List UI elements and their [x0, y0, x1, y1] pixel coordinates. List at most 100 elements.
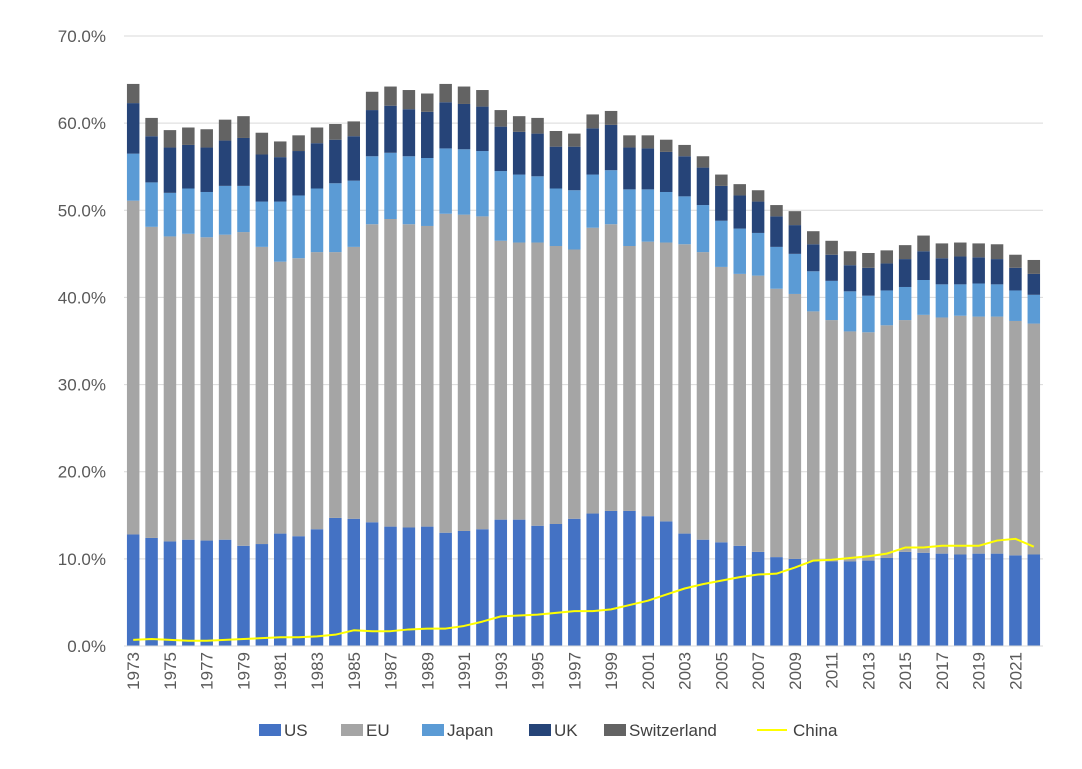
- legend-label-china: China: [793, 721, 838, 740]
- x-tick-label: 2013: [859, 652, 878, 690]
- x-tick-label: 2011: [823, 652, 842, 689]
- bar-uk-1973: [126, 103, 140, 154]
- bar-uk-1990: [439, 102, 452, 149]
- x-tick-label: 1991: [455, 652, 474, 690]
- bar-eu-1977: [200, 237, 213, 541]
- bar-japan-1997: [568, 190, 581, 250]
- bar-japan-2014: [880, 290, 894, 326]
- bar-switzerland-2006: [733, 184, 746, 196]
- bar-eu-1985: [347, 246, 360, 519]
- y-tick-label: 40.0%: [58, 288, 106, 307]
- bar-switzerland-2015: [898, 245, 912, 260]
- bar-japan-2020: [990, 284, 1004, 317]
- bar-eu-2021: [1009, 320, 1022, 556]
- bar-eu-1988: [402, 224, 416, 528]
- x-tick-label: 2019: [970, 652, 989, 690]
- bar-switzerland-1992: [476, 90, 489, 107]
- bar-japan-2009: [788, 253, 802, 294]
- bar-eu-1990: [439, 213, 452, 533]
- bar-us-2020: [990, 553, 1004, 646]
- x-tick-label: 1997: [565, 652, 584, 690]
- bar-japan-2008: [770, 246, 783, 289]
- bar-us-1993: [494, 519, 508, 646]
- bar-eu-2013: [862, 332, 875, 561]
- legend-label-eu: EU: [366, 721, 390, 740]
- bar-eu-2006: [733, 273, 746, 546]
- bar-us-1988: [402, 527, 416, 646]
- bar-uk-2001: [641, 148, 655, 190]
- bar-eu-2011: [825, 320, 838, 562]
- bar-switzerland-1977: [200, 129, 213, 148]
- x-tick-label: 1975: [161, 652, 180, 690]
- bar-japan-2003: [678, 196, 691, 245]
- bar-eu-1980: [255, 246, 269, 545]
- bar-us-2001: [641, 516, 655, 646]
- bar-us-1975: [163, 541, 177, 646]
- bar-switzerland-2001: [641, 135, 655, 149]
- x-tick-label: 2017: [933, 652, 952, 690]
- bar-us-1991: [457, 530, 471, 646]
- bar-uk-2014: [880, 263, 894, 291]
- bar-japan-1996: [549, 188, 563, 247]
- bar-eu-2002: [659, 242, 673, 522]
- bar-us-2015: [898, 551, 912, 646]
- bar-switzerland-2021: [1009, 254, 1022, 268]
- bar-japan-1984: [329, 183, 342, 253]
- bar-switzerland-1993: [494, 110, 508, 127]
- bar-switzerland-1976: [182, 127, 195, 145]
- bar-us-2005: [715, 542, 728, 646]
- bar-japan-1994: [512, 174, 526, 243]
- bar-uk-1976: [182, 144, 195, 189]
- legend-swatch-uk: [529, 724, 551, 736]
- bar-us-2017: [935, 553, 949, 646]
- bar-japan-2013: [862, 295, 875, 333]
- bar-switzerland-2011: [825, 240, 838, 255]
- x-tick-label: 2001: [639, 652, 658, 690]
- bar-uk-1992: [476, 106, 489, 152]
- bar-uk-1998: [586, 128, 599, 175]
- bar-switzerland-1974: [145, 117, 158, 137]
- bar-japan-1987: [384, 152, 397, 219]
- bar-uk-2015: [898, 259, 912, 287]
- bar-us-2014: [880, 557, 894, 646]
- bar-uk-1997: [568, 146, 581, 191]
- bar-eu-1987: [384, 219, 397, 527]
- bar-eu-2022: [1027, 323, 1041, 555]
- legend-label-us: US: [284, 721, 308, 740]
- bar-us-1997: [568, 518, 581, 646]
- bar-eu-1982: [292, 258, 305, 537]
- bar-eu-2000: [623, 246, 636, 511]
- bar-switzerland-2022: [1027, 259, 1041, 274]
- bar-uk-2004: [696, 167, 710, 206]
- bar-japan-1981: [273, 201, 287, 262]
- bar-uk-1993: [494, 126, 508, 172]
- bar-us-1982: [292, 536, 305, 646]
- bar-uk-1979: [237, 137, 250, 186]
- bar-eu-1976: [182, 233, 195, 540]
- bar-us-1977: [200, 540, 213, 646]
- bar-us-2011: [825, 561, 838, 646]
- bar-japan-2001: [641, 189, 655, 242]
- bar-switzerland-2016: [917, 235, 930, 252]
- bar-eu-2020: [990, 316, 1004, 554]
- bar-japan-2000: [623, 189, 636, 247]
- x-tick-label: 1979: [234, 652, 253, 690]
- bar-switzerland-2003: [678, 144, 691, 157]
- bar-uk-2010: [807, 244, 820, 272]
- bar-us-2004: [696, 539, 710, 646]
- bar-japan-2018: [954, 284, 967, 316]
- bar-uk-2019: [972, 257, 985, 284]
- bar-uk-1983: [310, 143, 324, 189]
- bar-switzerland-2019: [972, 243, 985, 258]
- bar-us-1987: [384, 526, 397, 646]
- bar-us-2021: [1009, 555, 1022, 646]
- bar-switzerland-1982: [292, 135, 305, 152]
- bar-switzerland-2002: [659, 139, 673, 152]
- bar-japan-1992: [476, 151, 489, 217]
- bar-japan-1995: [531, 176, 544, 243]
- bar-us-1998: [586, 513, 599, 646]
- bar-eu-2017: [935, 317, 949, 554]
- bar-switzerland-1988: [402, 90, 416, 110]
- bar-us-2018: [954, 554, 967, 646]
- bar-eu-2001: [641, 241, 655, 517]
